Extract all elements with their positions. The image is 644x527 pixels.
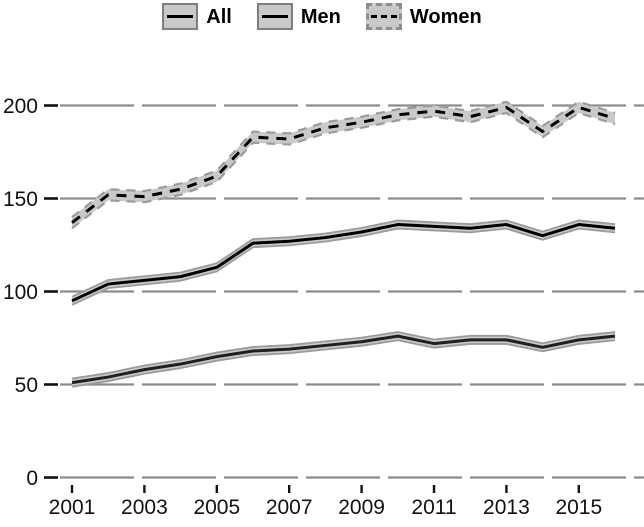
legend-key-men-icon bbox=[256, 3, 293, 30]
series-men bbox=[71, 331, 616, 388]
band-edge bbox=[71, 227, 616, 306]
legend-label-women: Women bbox=[409, 5, 482, 28]
legend-item-men: Men bbox=[256, 3, 341, 30]
solid-line-icon bbox=[167, 15, 194, 18]
series-line bbox=[71, 223, 616, 303]
band-edge bbox=[71, 111, 616, 230]
y-tick-label: 50 bbox=[15, 374, 38, 397]
legend-label-all: All bbox=[206, 5, 232, 28]
y-tick-label: 100 bbox=[3, 281, 38, 304]
y-tick-label: 150 bbox=[3, 188, 38, 211]
y-tick-label: 0 bbox=[26, 467, 38, 490]
legend-label-men: Men bbox=[300, 5, 341, 28]
band-edge bbox=[71, 219, 616, 298]
x-tick-label: 2015 bbox=[555, 496, 602, 519]
solid-line-icon bbox=[261, 15, 288, 18]
y-tick-label: 200 bbox=[3, 95, 38, 118]
x-tick-label: 2009 bbox=[338, 496, 385, 519]
chart-legend: All Men Women bbox=[0, 3, 644, 30]
x-tick-label: 2011 bbox=[411, 496, 456, 519]
legend-item-all: All bbox=[162, 3, 232, 30]
legend-key-all-icon bbox=[162, 3, 199, 30]
x-tick-label: 2005 bbox=[193, 496, 240, 519]
legend-item-women: Women bbox=[365, 3, 482, 30]
band-edge bbox=[71, 331, 616, 380]
band-edge bbox=[71, 339, 616, 388]
band-edge bbox=[71, 100, 616, 218]
x-tick-label: 2003 bbox=[121, 496, 168, 519]
series-line bbox=[71, 334, 616, 385]
series-line bbox=[71, 105, 616, 224]
dashed-line-icon bbox=[370, 15, 397, 18]
series-women bbox=[71, 100, 616, 230]
x-tick-label: 2013 bbox=[483, 496, 530, 519]
legend-key-women-icon bbox=[365, 3, 402, 30]
x-tick-label: 2007 bbox=[266, 496, 313, 519]
x-tick-label: 2001 bbox=[49, 496, 96, 519]
series-all bbox=[71, 219, 616, 306]
x-axis: 2001 2003 2005 2007 2009 2011 2013 2015 bbox=[49, 485, 602, 519]
